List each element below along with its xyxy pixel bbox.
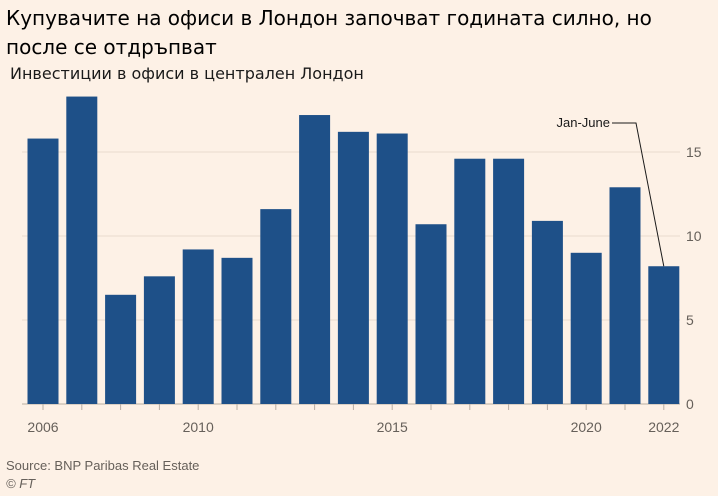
bar-2021	[609, 187, 641, 404]
bar-2008	[105, 294, 137, 404]
x-axis-ticks	[42, 404, 665, 410]
x-tick-label: 2006	[27, 419, 58, 435]
y-tick-label: 0	[686, 396, 694, 412]
bar-2018	[493, 158, 525, 404]
annotation-leader	[612, 122, 665, 267]
bar-2009	[143, 276, 175, 404]
bar-2006	[27, 138, 59, 404]
y-tick-label: 10	[686, 228, 702, 244]
annotation-label: Jan-June	[557, 115, 610, 130]
bars	[27, 96, 680, 404]
bar-2013	[299, 115, 331, 404]
y-tick-label: 5	[686, 312, 694, 328]
bar-2012	[260, 209, 292, 404]
bar-2020	[570, 252, 602, 404]
chart-subtitle: Инвестиции в офиси в централен Лондон	[10, 64, 364, 83]
bar-2019	[531, 220, 563, 404]
x-tick-label: 2022	[648, 419, 679, 435]
bar-2007	[66, 96, 98, 404]
x-axis-labels: 2006 2010 2015 2020 2022	[27, 419, 679, 435]
ft-credit: © FT	[6, 476, 36, 491]
x-tick-label: 2010	[183, 419, 214, 435]
bar-2022	[648, 266, 680, 404]
x-tick-label: 2020	[571, 419, 602, 435]
annotation: Jan-June	[557, 115, 665, 267]
bar-2017	[454, 158, 486, 404]
bar-2014	[337, 131, 369, 404]
bar-2011	[221, 257, 253, 404]
source-note: Source: BNP Paribas Real Estate	[6, 458, 200, 473]
bar-2015	[376, 133, 408, 404]
chart-title: Купувачите на офиси в Лондон започват го…	[6, 6, 652, 59]
bar-2016	[415, 224, 447, 404]
y-axis-labels: 0 5 10 15	[686, 144, 702, 412]
y-tick-label: 15	[686, 144, 702, 160]
x-tick-label: 2015	[377, 419, 408, 435]
bar-2010	[182, 249, 214, 404]
